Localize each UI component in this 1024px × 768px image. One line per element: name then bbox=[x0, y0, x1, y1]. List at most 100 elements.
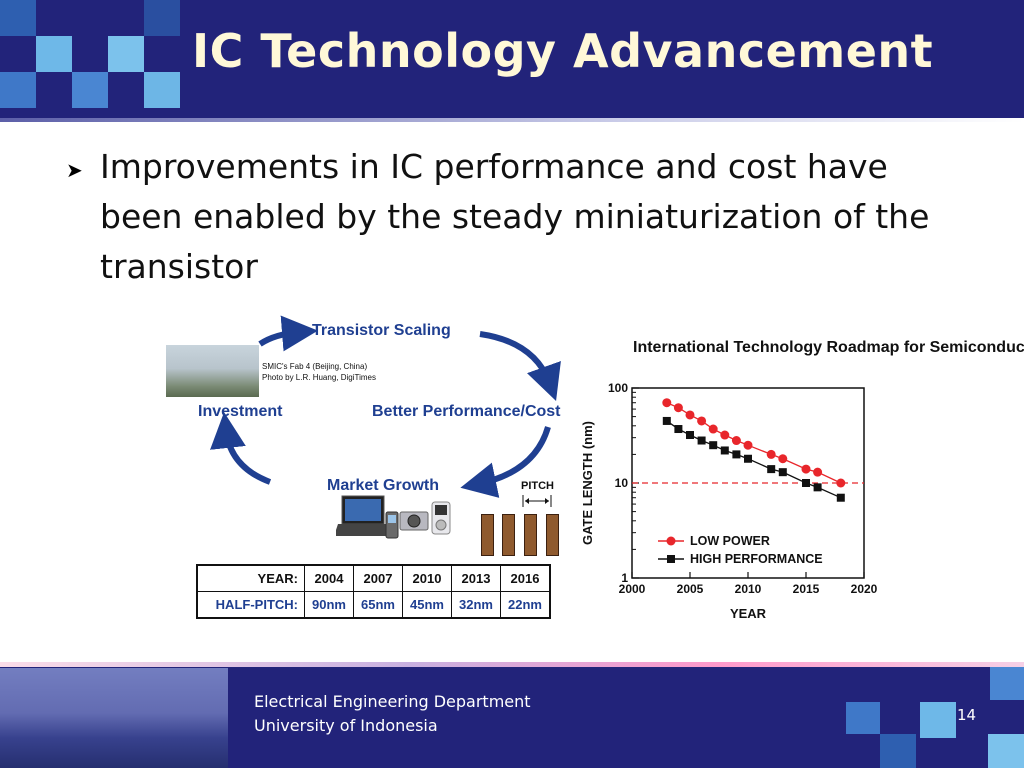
data-point bbox=[731, 436, 741, 446]
table-cell: 22nm bbox=[500, 591, 551, 619]
data-point bbox=[686, 431, 694, 440]
data-point bbox=[720, 446, 729, 455]
table-cell: 2004 bbox=[304, 564, 354, 592]
decorative-square bbox=[144, 0, 180, 36]
data-point bbox=[836, 478, 846, 488]
phone-icon bbox=[385, 511, 399, 539]
legend-label: HIGH PERFORMANCE bbox=[690, 552, 823, 566]
data-point bbox=[685, 410, 695, 420]
data-point bbox=[743, 440, 753, 450]
y-axis-label: GATE LENGTH (nm) bbox=[580, 421, 595, 545]
y-tick-label: 100 bbox=[608, 381, 628, 395]
page-number: 14 bbox=[957, 706, 977, 724]
decorative-square bbox=[880, 734, 916, 768]
table-header-year: YEAR: bbox=[196, 564, 305, 592]
x-tick-label: 2015 bbox=[793, 582, 820, 596]
transistor-gate-bar bbox=[481, 514, 494, 556]
data-point bbox=[662, 416, 671, 425]
table-cell: 32nm bbox=[451, 591, 501, 619]
cycle-arrow-bottom-right bbox=[460, 426, 551, 498]
decorative-square bbox=[108, 36, 144, 72]
decorative-square bbox=[920, 702, 956, 738]
decorative-square bbox=[36, 36, 72, 72]
legend-label: LOW POWER bbox=[690, 534, 770, 548]
data-point bbox=[778, 454, 788, 464]
y-tick-label: 1 bbox=[621, 571, 628, 585]
laptop-icon bbox=[336, 495, 394, 536]
table-cell: 45nm bbox=[402, 591, 452, 619]
half-pitch-table: YEAR: 2004 2007 2010 2013 2016 HALF-PITC… bbox=[196, 564, 551, 619]
decorative-square bbox=[990, 666, 1024, 700]
data-point bbox=[674, 425, 683, 434]
data-point bbox=[732, 450, 741, 459]
legend-marker bbox=[667, 555, 675, 563]
decorative-square bbox=[0, 72, 36, 108]
data-point bbox=[708, 424, 718, 434]
data-point bbox=[697, 416, 707, 426]
data-point bbox=[720, 430, 730, 440]
decorative-square bbox=[144, 72, 180, 108]
data-point bbox=[802, 479, 810, 487]
data-point bbox=[778, 468, 787, 477]
department-name: Electrical Engineering Department bbox=[254, 692, 531, 711]
pitch-label: PITCH bbox=[521, 480, 554, 492]
data-point bbox=[744, 454, 752, 463]
table-header-half-pitch: HALF-PITCH: bbox=[196, 591, 305, 619]
table-row: HALF-PITCH: 90nm 65nm 45nm 32nm 22nm bbox=[196, 591, 551, 619]
data-point bbox=[801, 464, 811, 474]
x-tick-label: 2000 bbox=[619, 582, 646, 596]
table-cell: 2007 bbox=[353, 564, 403, 592]
decorative-square bbox=[72, 72, 108, 108]
decorative-square bbox=[0, 0, 36, 36]
fab-caption: SMIC's Fab 4 (Beijing, China) Photo by L… bbox=[262, 361, 376, 383]
table-cell: 2016 bbox=[500, 564, 551, 592]
table-cell: 90nm bbox=[304, 591, 354, 619]
legend-marker bbox=[666, 536, 676, 546]
slide-title: IC Technology Advancement bbox=[192, 24, 934, 78]
bullet-arrow-icon: ➤ bbox=[66, 158, 83, 182]
cycle-arrow-top-left bbox=[258, 315, 318, 352]
campus-photo bbox=[0, 668, 228, 768]
camera-icon bbox=[399, 511, 429, 531]
pitch-arrow-icon bbox=[522, 495, 552, 507]
table-row: YEAR: 2004 2007 2010 2013 2016 bbox=[196, 564, 551, 592]
gate-length-chart: 1 10 100 2000 2005 2010 2015 2020 YEAR GATE LENGT… bbox=[580, 381, 878, 621]
data-point bbox=[836, 493, 845, 502]
university-name: University of Indonesia bbox=[254, 716, 438, 735]
transistor-gate-bar bbox=[524, 514, 537, 556]
data-point bbox=[767, 465, 776, 474]
x-axis-label: YEAR bbox=[730, 606, 767, 621]
header-divider bbox=[0, 118, 1024, 122]
data-point bbox=[813, 467, 823, 477]
label-market-growth: Market Growth bbox=[327, 477, 440, 494]
cycle-arrow-left bbox=[210, 412, 272, 485]
data-point bbox=[813, 483, 822, 492]
x-tick-label: 2020 bbox=[851, 582, 878, 596]
transistor-gate-bar bbox=[502, 514, 515, 556]
y-tick-label: 10 bbox=[615, 476, 629, 490]
music-player-icon bbox=[431, 501, 451, 535]
fab-caption-line1: SMIC's Fab 4 (Beijing, China) bbox=[262, 362, 368, 371]
decorative-square bbox=[988, 734, 1024, 768]
x-tick-label: 2005 bbox=[677, 582, 704, 596]
label-better-performance: Better Performance/Cost bbox=[372, 403, 561, 420]
table-cell: 2013 bbox=[451, 564, 501, 592]
department-text: Electrical Engineering Department Univer… bbox=[254, 690, 531, 738]
data-point bbox=[709, 441, 718, 450]
table-cell: 2010 bbox=[402, 564, 452, 592]
header-banner: IC Technology Advancement bbox=[0, 0, 1024, 118]
x-tick-label: 2010 bbox=[735, 582, 762, 596]
bullet-text: Improvements in IC performance and cost … bbox=[100, 147, 930, 286]
label-investment: Investment bbox=[198, 403, 283, 420]
data-point bbox=[766, 449, 776, 459]
data-point bbox=[673, 403, 683, 413]
consumer-devices-image bbox=[336, 495, 451, 539]
footer-divider bbox=[0, 662, 1024, 667]
chart-title: International Technology Roadmap for Sem… bbox=[633, 339, 1024, 356]
data-point bbox=[697, 436, 706, 445]
cycle-arrow-top-right bbox=[479, 331, 561, 401]
table-cell: 65nm bbox=[353, 591, 403, 619]
transistor-gate-bar bbox=[546, 514, 559, 556]
fab-caption-line2: Photo by L.R. Huang, DigiTimes bbox=[262, 373, 376, 382]
scaling-cycle-arrows bbox=[210, 315, 561, 498]
